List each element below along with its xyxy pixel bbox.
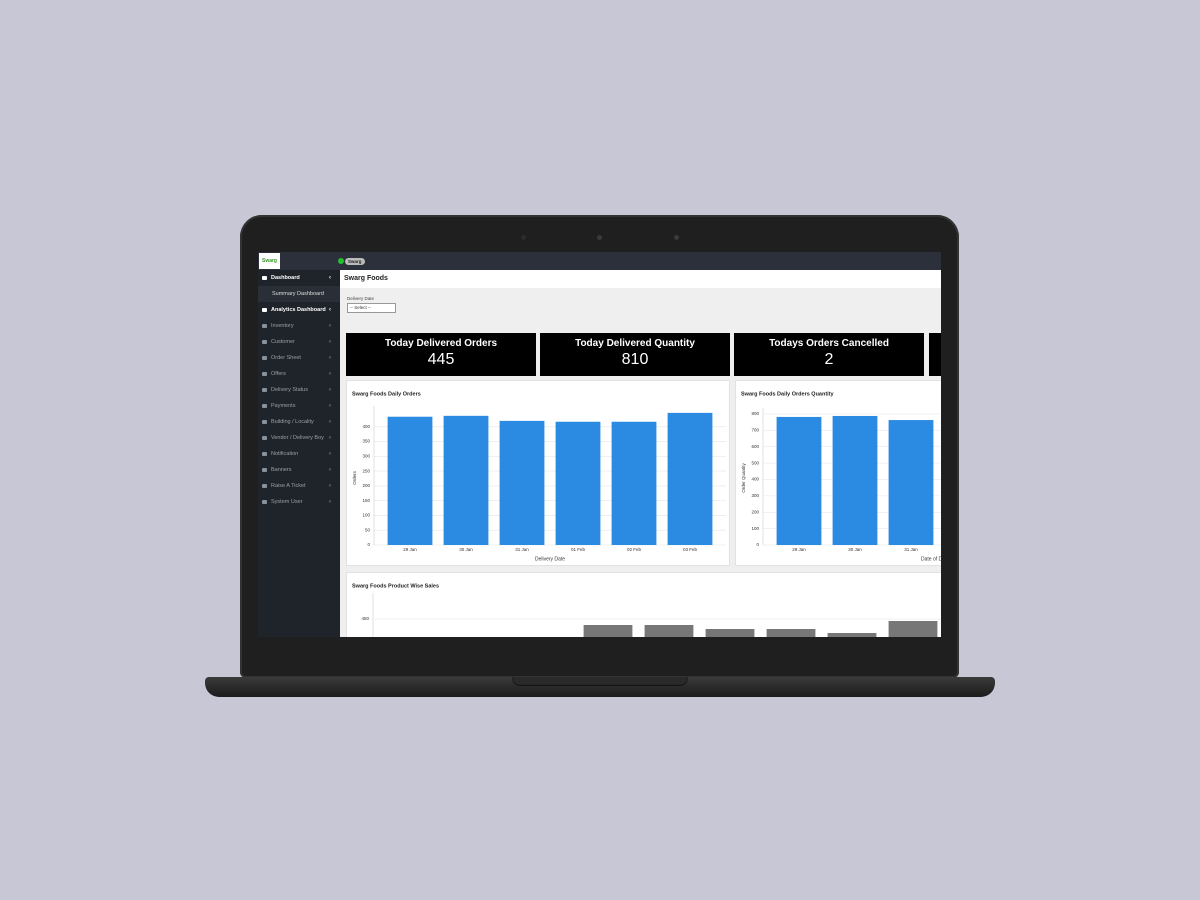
y-tick-label: 350 (362, 439, 370, 444)
y-tick-label: 250 (362, 468, 370, 473)
nav-item[interactable]: Payments (258, 398, 340, 414)
bar (644, 625, 694, 637)
x-tick-label: 29 Jan (403, 547, 417, 552)
nav-item[interactable]: Delivery Status (258, 382, 340, 398)
chart-card: Swarg Foods Daily Orders Quantity 0 100 200… (735, 380, 941, 566)
y-tick-label: 0 (756, 542, 759, 547)
notch (512, 677, 688, 686)
y-tick-label: 450 (361, 616, 369, 621)
bar (832, 415, 878, 545)
bar (827, 633, 877, 637)
x-tick-label: 01 Feb (571, 547, 586, 552)
logo: Swarg (259, 253, 280, 269)
kpi-value: 445 (427, 351, 455, 368)
y-tick-label: 100 (751, 526, 759, 531)
y-axis-label: Orders (352, 470, 357, 485)
bar (667, 412, 713, 545)
x-axis-label: Date of Delivery (921, 556, 941, 562)
nav-item[interactable]: Order Sheet (258, 350, 340, 366)
bar (555, 421, 601, 545)
bar (499, 420, 545, 545)
y-tick-label: 200 (362, 483, 370, 488)
y-tick-label: 800 (751, 411, 759, 416)
y-tick-label: 500 (751, 460, 759, 465)
nav-item[interactable]: Analytics Dashboard (258, 302, 340, 318)
page-title: Swarg Foods (340, 270, 941, 288)
x-tick-label: 02 Feb (627, 547, 642, 552)
x-tick-label: 30 Jan (459, 547, 473, 552)
bar (705, 629, 755, 637)
nav-item[interactable]: Vendor / Delivery Boy (258, 430, 340, 446)
bar (611, 421, 657, 545)
y-tick-label: 300 (362, 454, 370, 459)
screen: Swarg Swarg DashboardSummary DashboardAn… (258, 252, 941, 637)
y-tick-label: 100 (362, 513, 370, 518)
x-tick-label: 31 Jan (515, 547, 529, 552)
chart-title: Swarg Foods Product Wise Sales (352, 583, 439, 589)
user-badge[interactable]: Swarg (345, 258, 365, 265)
y-tick-label: 400 (751, 477, 759, 482)
x-tick-label: 29 Jan (792, 547, 806, 552)
nav-item[interactable]: System User (258, 494, 340, 510)
bar (583, 625, 633, 637)
chart: Swarg Foods Daily Orders Quantity 0 100 200… (741, 391, 941, 562)
nav-item[interactable]: Building / Locality (258, 414, 340, 430)
bar (443, 415, 489, 545)
bar (888, 420, 934, 545)
bar (387, 416, 433, 545)
date-select[interactable]: -- Select -- (347, 303, 396, 313)
kpi-label: Today Delivered Orders (384, 338, 498, 349)
nav-item[interactable]: Inventory (258, 318, 340, 334)
nav-item[interactable]: Offers (258, 366, 340, 382)
y-tick-label: 700 (751, 428, 759, 433)
chart-title: Swarg Foods Daily Orders Quantity (741, 391, 835, 397)
status-dot (338, 258, 344, 264)
nav-item[interactable]: Raise A Ticket (258, 478, 340, 494)
chart: Swarg Foods Daily Orders 0 50 100 150 200 250 3… (352, 391, 726, 562)
chart-title: Swarg Foods Daily Orders (352, 391, 421, 397)
chart: Swarg Foods Product Wise Sales 450 (352, 583, 941, 637)
nav-item[interactable]: Customer (258, 334, 340, 350)
y-tick-label: 150 (362, 498, 370, 503)
nav-item[interactable]: Summary Dashboard (258, 286, 340, 302)
kpi-value: 810 (621, 351, 649, 368)
y-tick-label: 200 (751, 509, 759, 514)
y-axis-label: Order Quantity (741, 462, 746, 492)
chart-card: Swarg Foods Product Wise Sales 450 (346, 572, 941, 637)
y-tick-label: 0 (367, 542, 370, 547)
kpi-card: Today Delivered Quantity 810 (540, 333, 730, 376)
chart-card: Swarg Foods Daily Orders 0 50 100 150 200 250 3… (346, 380, 730, 566)
kpi-card (929, 333, 941, 376)
y-tick-label: 300 (751, 493, 759, 498)
x-tick-label: 31 Jan (904, 547, 918, 552)
bar (776, 416, 822, 545)
sensor (674, 235, 679, 240)
kpi-label: Todays Orders Cancelled (769, 338, 889, 349)
topbar: Swarg Swarg (258, 252, 941, 270)
kpi-label: Today Delivered Quantity (575, 338, 695, 349)
filter-label: Delivery Date (347, 296, 375, 301)
bar (888, 621, 938, 637)
kpi-value: 2 (824, 351, 834, 368)
kpi-card: Today Delivered Orders 445 (346, 333, 536, 376)
laptop-base (205, 677, 995, 697)
x-tick-label: 30 Jan (848, 547, 862, 552)
nav-item[interactable]: Notification (258, 446, 340, 462)
nav-item[interactable]: Dashboard (258, 270, 340, 286)
camera (597, 235, 602, 240)
kpi-card: Todays Orders Cancelled 2 (734, 333, 924, 376)
sensor (521, 235, 526, 240)
bar (766, 629, 816, 637)
x-axis-label: Delivery Date (535, 556, 565, 562)
nav-item[interactable]: Banners (258, 462, 340, 478)
x-tick-label: 03 Feb (683, 547, 698, 552)
y-tick-label: 400 (362, 424, 370, 429)
y-tick-label: 600 (751, 444, 759, 449)
y-tick-label: 50 (365, 527, 371, 532)
